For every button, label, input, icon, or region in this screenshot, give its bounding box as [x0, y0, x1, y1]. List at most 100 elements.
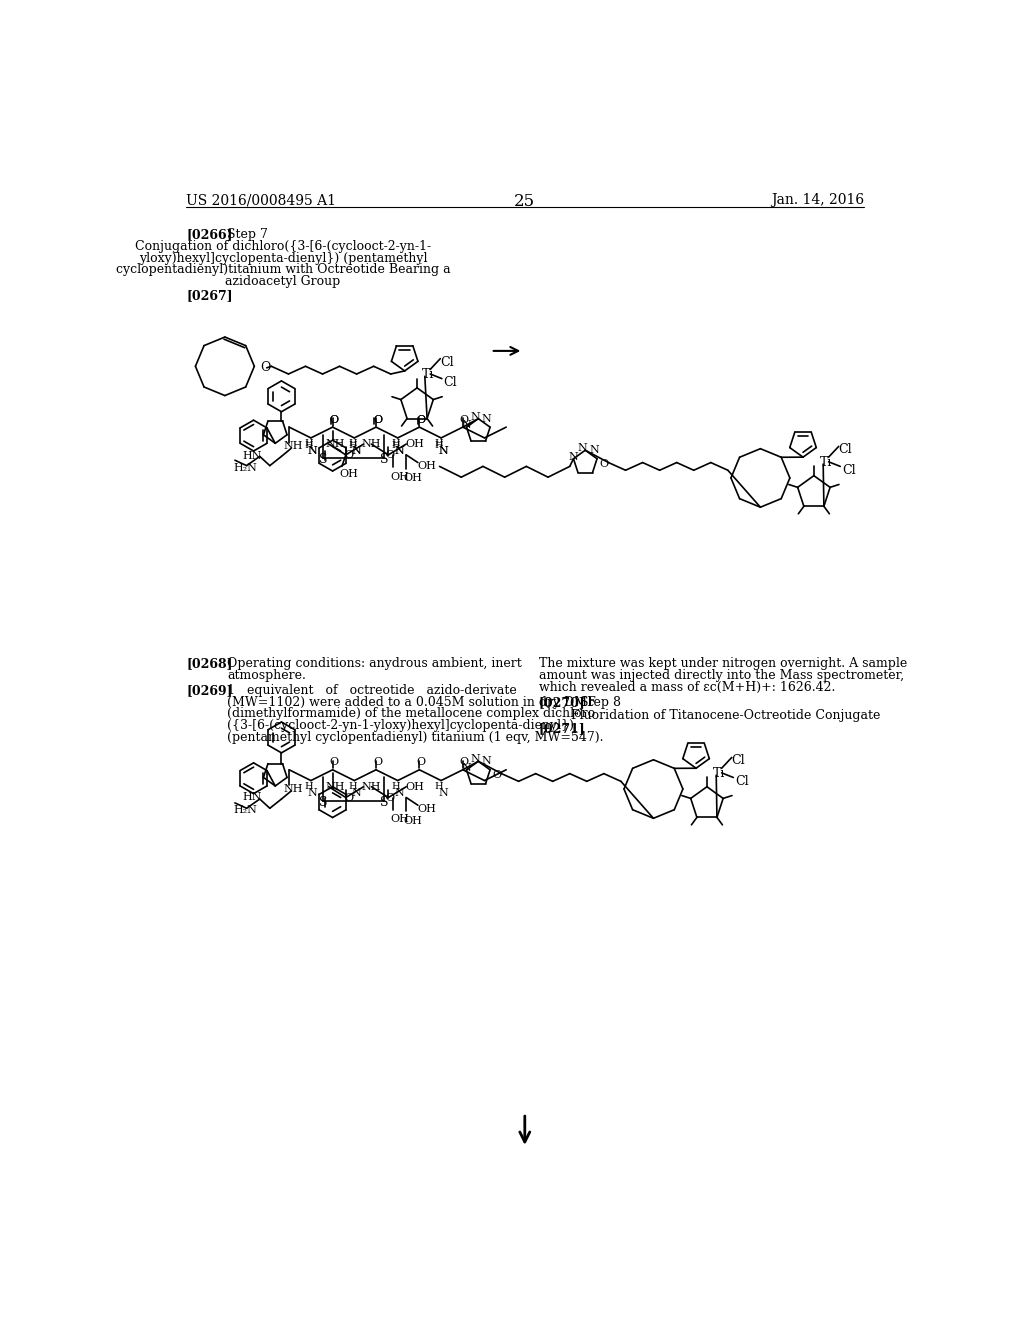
Text: H: H	[348, 441, 356, 450]
Text: Step 8: Step 8	[580, 696, 621, 709]
Text: S: S	[380, 453, 388, 466]
Text: N: N	[471, 412, 480, 422]
Text: S: S	[380, 796, 388, 809]
Text: N: N	[568, 451, 578, 462]
Text: O: O	[417, 414, 425, 425]
Text: Ti: Ti	[422, 368, 434, 381]
Text: O: O	[330, 414, 339, 425]
Text: OH: OH	[340, 469, 358, 479]
Text: H: H	[305, 781, 313, 791]
Text: (pentamethyl cyclopentadienyl) titanium (1 eqv, MW=547).: (pentamethyl cyclopentadienyl) titanium …	[227, 730, 604, 743]
Text: O: O	[260, 360, 271, 374]
Text: O: O	[385, 793, 394, 803]
Text: OH: OH	[417, 461, 436, 471]
Text: (MW=1102) were added to a 0.045M solution in dry DMF: (MW=1102) were added to a 0.045M solutio…	[227, 696, 596, 709]
Text: N: N	[481, 414, 492, 424]
Text: which revealed a mass of εc(M+H)+: 1626.42.: which revealed a mass of εc(M+H)+: 1626.…	[539, 681, 836, 693]
Text: NH: NH	[283, 441, 302, 451]
Text: O: O	[330, 414, 339, 425]
Text: (dimethylformamide) of the metallocene complex dichloro: (dimethylformamide) of the metallocene c…	[227, 708, 595, 721]
Text: S: S	[319, 453, 328, 466]
Text: H: H	[305, 441, 313, 450]
Text: H: H	[391, 781, 400, 791]
Text: Jan. 14, 2016: Jan. 14, 2016	[771, 193, 864, 207]
Text: NH: NH	[283, 784, 302, 793]
Text: O: O	[385, 450, 394, 461]
Text: OH: OH	[390, 471, 409, 482]
Text: H: H	[391, 440, 400, 449]
Text: O: O	[493, 770, 502, 780]
Text: O: O	[373, 414, 382, 425]
Text: N: N	[471, 755, 480, 764]
Text: N: N	[394, 788, 404, 799]
Text: Step 7: Step 7	[227, 227, 268, 240]
Text: OH: OH	[403, 474, 422, 483]
Text: Ti: Ti	[713, 767, 725, 780]
Text: H₂N: H₂N	[233, 805, 257, 816]
Text: 1   equivalent   of   octreotide   azido-derivate: 1 equivalent of octreotide azido-derivat…	[227, 684, 517, 697]
Text: amount was injected directly into the Mass spectrometer,: amount was injected directly into the Ma…	[539, 669, 904, 682]
Text: O: O	[460, 414, 469, 425]
Text: H: H	[348, 440, 356, 449]
Text: H: H	[391, 441, 400, 450]
Text: OH: OH	[406, 440, 424, 449]
Text: US 2016/0008495 A1: US 2016/0008495 A1	[186, 193, 336, 207]
Text: H₂N: H₂N	[233, 462, 257, 473]
Text: [0268]: [0268]	[186, 657, 232, 671]
Text: 25: 25	[514, 193, 536, 210]
Text: Fluoridation of Titanocene-Octreotide Conjugate: Fluoridation of Titanocene-Octreotide Co…	[539, 709, 880, 722]
Text: Cl: Cl	[735, 775, 749, 788]
Text: O: O	[460, 758, 469, 767]
Text: NH: NH	[326, 440, 345, 449]
Text: N: N	[461, 763, 471, 772]
Text: N: N	[394, 446, 404, 455]
Text: Cl: Cl	[440, 355, 454, 368]
Text: yloxy)hexyl]cyclopenta-dienyl}) (pentamethyl: yloxy)hexyl]cyclopenta-dienyl}) (pentame…	[138, 252, 427, 264]
Text: H: H	[435, 441, 443, 450]
Text: N: N	[308, 788, 317, 799]
Text: N: N	[351, 446, 360, 455]
Text: H: H	[348, 781, 356, 791]
Text: O: O	[417, 758, 425, 767]
Text: N: N	[394, 446, 404, 455]
Text: N: N	[438, 446, 447, 455]
Text: S: S	[319, 796, 328, 809]
Text: Cl: Cl	[443, 376, 457, 389]
Text: O: O	[344, 450, 353, 461]
Text: O: O	[417, 414, 425, 425]
Text: azidoacetyl Group: azidoacetyl Group	[225, 275, 341, 288]
Text: O: O	[344, 793, 353, 803]
Text: ({3-[6-(cyclooct-2-yn-1-yloxy)hexyl]cyclopenta-dienyl}): ({3-[6-(cyclooct-2-yn-1-yloxy)hexyl]cycl…	[227, 719, 574, 733]
Text: H: H	[305, 440, 313, 449]
Text: Conjugation of dichloro({3-[6-(cyclooct-2-yn-1-: Conjugation of dichloro({3-[6-(cyclooct-…	[135, 240, 431, 253]
Text: NH: NH	[326, 781, 345, 792]
Text: atmosphere.: atmosphere.	[227, 669, 306, 682]
Text: N: N	[461, 420, 471, 430]
Text: Ti: Ti	[820, 455, 833, 469]
Text: HN: HN	[242, 792, 261, 803]
Text: OH: OH	[406, 781, 424, 792]
Text: NH: NH	[361, 440, 381, 449]
Text: H: H	[435, 781, 443, 791]
Text: O: O	[373, 414, 382, 425]
Text: cyclopentadienyl)titanium with Octreotide Bearing a: cyclopentadienyl)titanium with Octreotid…	[116, 263, 451, 276]
Text: [0270]: [0270]	[539, 696, 586, 709]
Text: O: O	[599, 459, 608, 469]
Text: OH: OH	[417, 804, 436, 813]
Text: [0271]: [0271]	[539, 722, 586, 735]
Text: N: N	[438, 788, 447, 799]
Text: Cl: Cl	[732, 755, 745, 767]
Text: O: O	[330, 758, 339, 767]
Text: N: N	[438, 446, 447, 455]
Text: [0267]: [0267]	[186, 289, 232, 302]
Text: O: O	[373, 758, 382, 767]
Text: The mixture was kept under nitrogen overnight. A sample: The mixture was kept under nitrogen over…	[539, 657, 907, 671]
Text: OH: OH	[390, 814, 409, 825]
Text: Cl: Cl	[842, 465, 855, 477]
Text: Cl: Cl	[839, 444, 852, 457]
Text: N: N	[481, 756, 492, 766]
Text: N: N	[589, 445, 599, 455]
Text: N: N	[308, 446, 317, 455]
Text: NH: NH	[361, 781, 381, 792]
Text: Operating conditions: anydrous ambient, inert: Operating conditions: anydrous ambient, …	[227, 657, 522, 671]
